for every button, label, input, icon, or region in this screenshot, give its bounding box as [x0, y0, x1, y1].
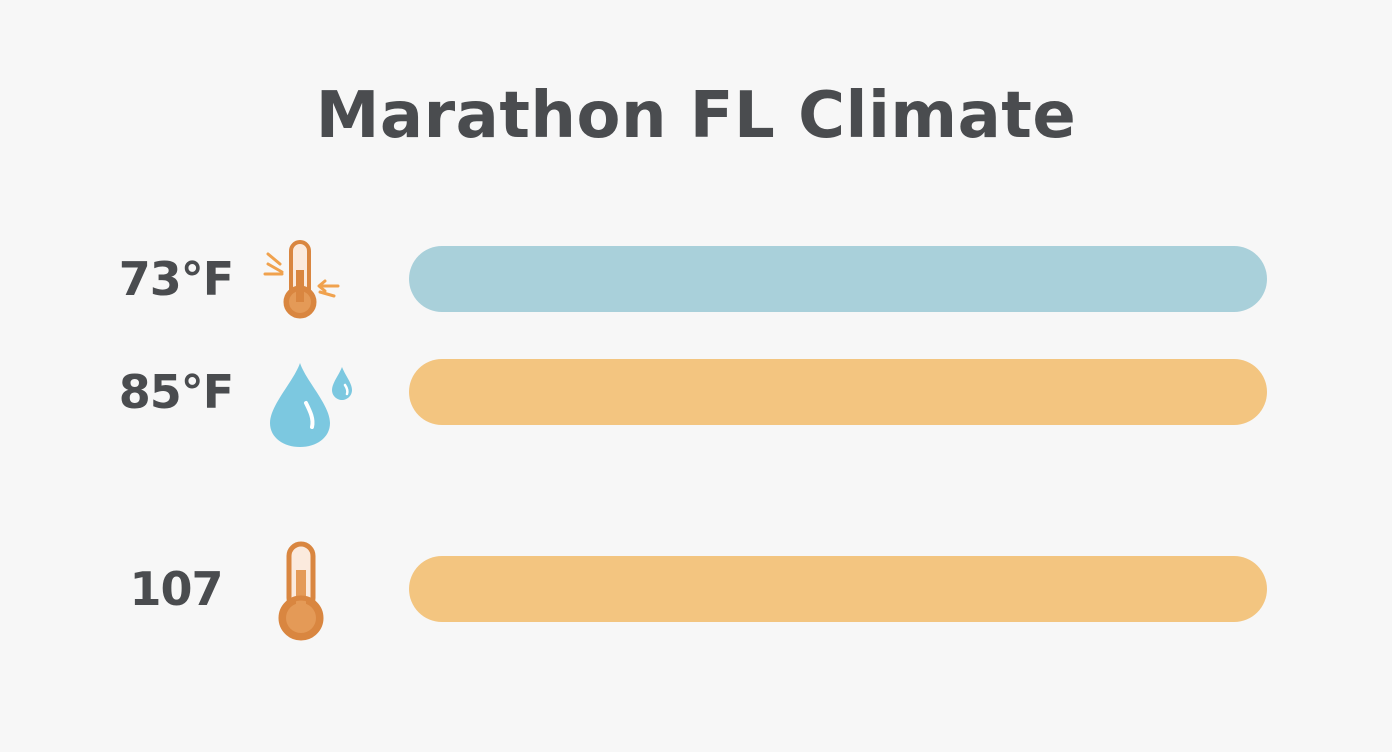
row-value: 107 — [129, 562, 223, 616]
thermometer-hot-icon — [270, 540, 334, 648]
value-bar — [409, 246, 1267, 312]
page-title: Marathon FL Climate — [315, 79, 1077, 153]
water-drops-icon — [262, 347, 358, 457]
climate-row-2: 85°F — [0, 347, 1392, 447]
value-bar — [409, 359, 1267, 425]
value-bar — [409, 556, 1267, 622]
climate-row-1: 73°F — [0, 234, 1392, 324]
row-value: 73°F — [118, 252, 234, 306]
row-value: 85°F — [118, 365, 234, 419]
thermometer-mild-icon — [258, 234, 344, 324]
climate-row-3: 107 — [0, 541, 1392, 641]
